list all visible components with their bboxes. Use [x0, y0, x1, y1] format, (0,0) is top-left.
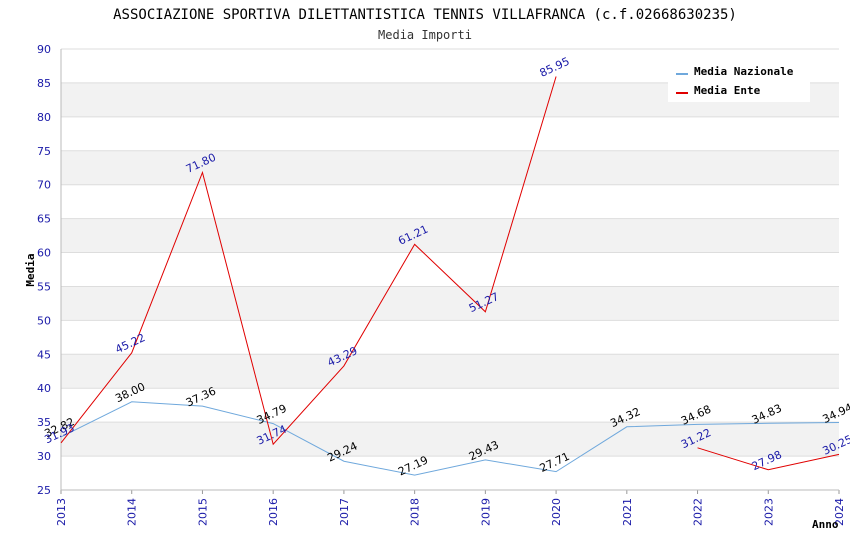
gridlines [61, 48, 839, 491]
x-tick-label: 2020 [550, 498, 563, 526]
y-tick-label: 60 [37, 247, 51, 260]
chart-subtitle: Media Importi [378, 28, 472, 42]
y-tick-label: 90 [37, 43, 51, 56]
chart-title: ASSOCIAZIONE SPORTIVA DILETTANTISTICA TE… [113, 7, 737, 23]
y-tick-label: 45 [37, 348, 51, 361]
band [61, 422, 839, 457]
x-axis-label: Anno [812, 518, 839, 531]
band [61, 354, 839, 389]
y-tick-label: 35 [37, 416, 51, 429]
y-tick-label: 75 [37, 145, 51, 158]
legend: Media Nazionale Media Ente [668, 62, 810, 102]
x-axis-ticks: 2013 2014 2015 2016 2017 2018 2019 2020 2021 2022… [55, 490, 846, 526]
x-tick-label: 2016 [267, 498, 280, 526]
data-label: 85.95 [538, 55, 572, 80]
x-tick-label: 2019 [479, 498, 492, 526]
x-tick-label: 2024 [833, 498, 846, 526]
y-axis-ticks: 25 30 35 40 45 50 55 60 65 70 75 80 85 90 [37, 43, 51, 497]
background-bands [61, 82, 839, 457]
y-tick-label: 25 [37, 484, 51, 497]
x-tick-label: 2014 [126, 498, 139, 526]
data-label: 45.22 [113, 331, 147, 356]
band [61, 150, 839, 185]
series-group [60, 76, 840, 476]
y-tick-label: 80 [37, 111, 51, 124]
y-tick-label: 40 [37, 382, 51, 395]
y-tick-label: 55 [37, 280, 51, 293]
x-tick-label: 2015 [196, 498, 209, 526]
x-tick-label: 2018 [409, 498, 422, 526]
x-tick-label: 2013 [55, 498, 68, 526]
series-line-media-nazionale [60, 401, 840, 476]
x-tick-label: 2017 [338, 498, 351, 526]
legend-box [668, 62, 810, 102]
legend-label-media-nazionale: Media Nazionale [694, 65, 794, 78]
x-tick-label: 2023 [762, 498, 775, 526]
y-tick-label: 70 [37, 179, 51, 192]
x-tick-label: 2021 [621, 498, 634, 526]
y-tick-label: 50 [37, 314, 51, 327]
band [61, 218, 839, 253]
series-line-media-ente [60, 76, 557, 446]
legend-label-media-ente: Media Ente [694, 84, 761, 97]
x-tick-label: 2022 [692, 498, 705, 526]
series-line-media-ente [697, 447, 840, 471]
band [61, 286, 839, 321]
y-tick-label: 30 [37, 450, 51, 463]
y-tick-label: 65 [37, 213, 51, 226]
y-tick-label: 85 [37, 77, 51, 90]
y-axis-label: Media [24, 253, 37, 286]
